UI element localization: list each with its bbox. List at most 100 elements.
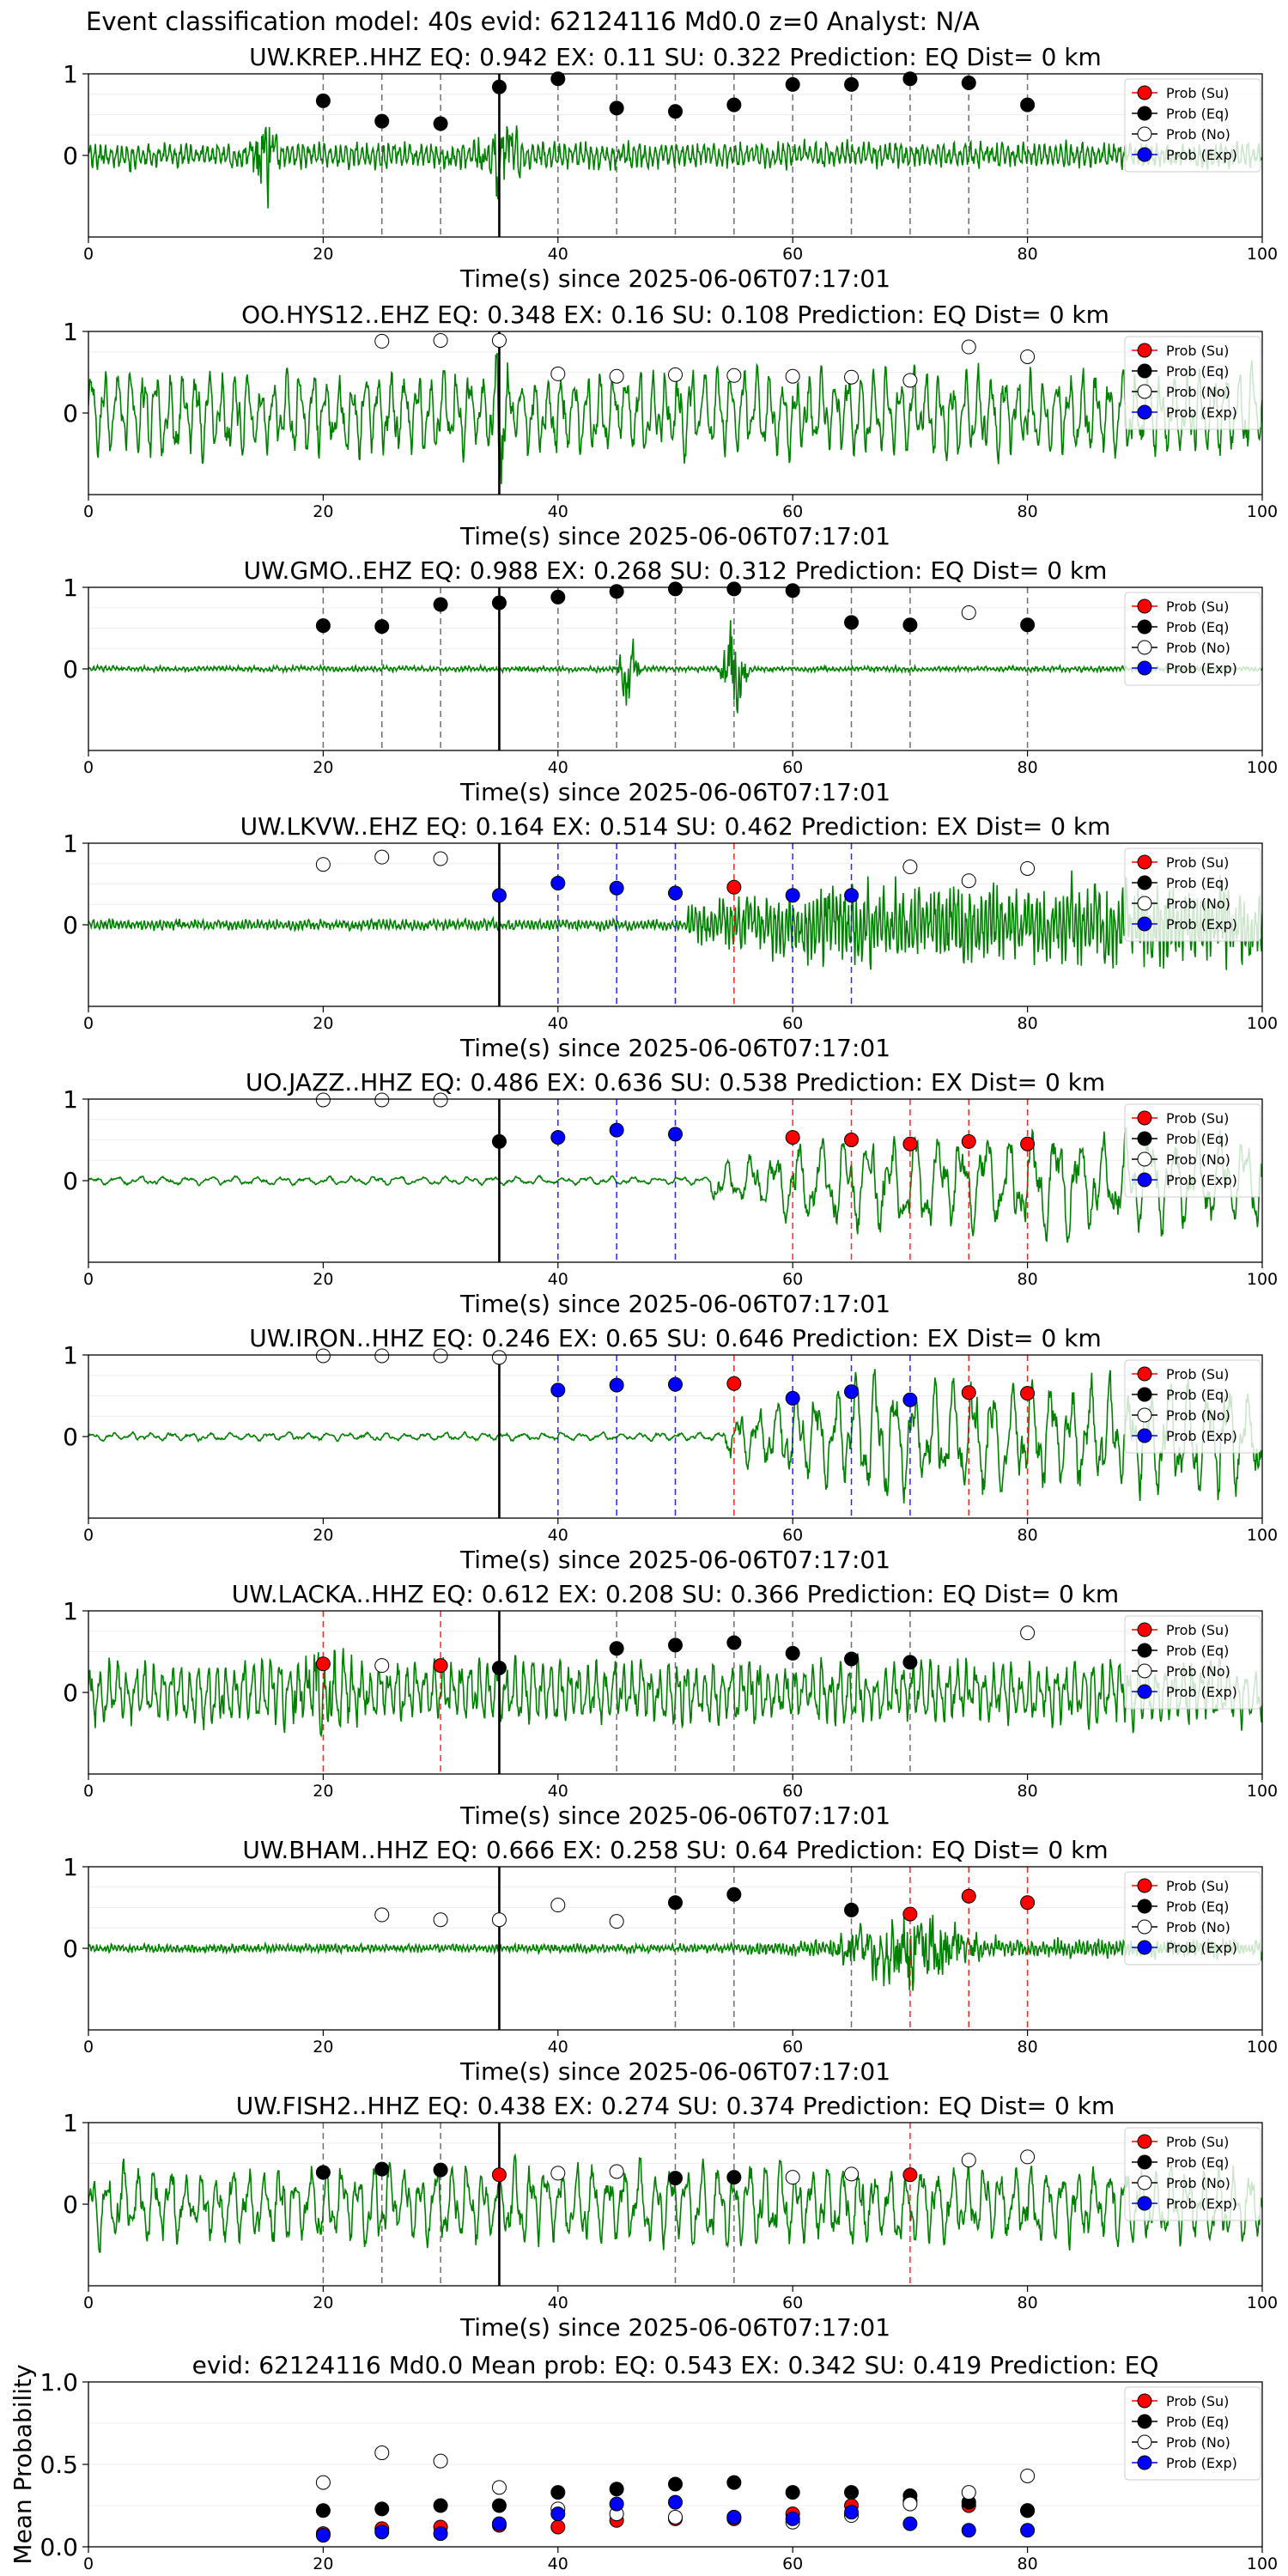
legend-label-no: Prob (No) bbox=[1166, 640, 1230, 656]
legend-marker-exp bbox=[1137, 1172, 1152, 1188]
prob-point-eq bbox=[315, 2165, 331, 2180]
x-tick-label: 60 bbox=[782, 1526, 803, 1545]
legend-marker-su bbox=[1137, 85, 1152, 100]
legend-box bbox=[1124, 848, 1261, 942]
panel-title: UW.LACKA..HHZ EQ: 0.612 EX: 0.208 SU: 0.… bbox=[232, 1580, 1119, 1608]
prob-point-no bbox=[491, 332, 507, 348]
mean-point-eq bbox=[785, 2485, 800, 2500]
legend-marker-no bbox=[1137, 896, 1152, 911]
mean-point-exp bbox=[961, 2523, 976, 2538]
prob-point-eq bbox=[902, 1655, 918, 1670]
legend-label-no: Prob (No) bbox=[1166, 2434, 1230, 2451]
mean-point-exp bbox=[315, 2528, 331, 2543]
x-tick-label: 40 bbox=[548, 2555, 568, 2573]
plot-area bbox=[88, 1611, 1262, 1774]
x-tick-label: 20 bbox=[313, 245, 333, 264]
prob-point-no bbox=[961, 873, 976, 889]
prob-point-eq bbox=[902, 71, 918, 87]
x-tick-label: 40 bbox=[548, 758, 568, 777]
x-tick-label: 0 bbox=[83, 1782, 94, 1801]
x-tick-label: 60 bbox=[782, 245, 803, 264]
x-tick-label: 20 bbox=[313, 758, 333, 777]
prob-point-no bbox=[491, 1350, 507, 1365]
legend-box bbox=[1124, 592, 1261, 686]
legend: Prob (Su) Prob (Eq) Prob (No) Prob (Exp) bbox=[1124, 1359, 1261, 1454]
legend-label-exp: Prob (Exp) bbox=[1166, 1684, 1237, 1700]
x-tick-label: 40 bbox=[548, 502, 568, 521]
legend-marker-su bbox=[1137, 1366, 1152, 1382]
prob-point-no bbox=[609, 1914, 624, 1929]
legend-label-eq: Prob (Eq) bbox=[1166, 1387, 1229, 1403]
legend: Prob (Su) Prob (Eq) Prob (No) Prob (Exp) bbox=[1124, 1615, 1261, 1710]
mean-point-exp bbox=[609, 2496, 624, 2512]
prob-point-no bbox=[433, 1912, 448, 1928]
x-tick-label: 0 bbox=[83, 245, 94, 264]
legend-marker-exp bbox=[1137, 660, 1152, 676]
prob-point-no bbox=[785, 2170, 800, 2185]
prob-point-no bbox=[374, 1907, 390, 1923]
legend-label-su: Prob (Su) bbox=[1166, 2393, 1229, 2409]
x-tick-label: 60 bbox=[782, 1270, 803, 1289]
x-tick-label: 100 bbox=[1247, 2555, 1278, 2573]
legend-marker-no bbox=[1137, 1151, 1152, 1167]
mean-point-eq bbox=[668, 2476, 683, 2492]
prob-point-eq bbox=[844, 76, 860, 92]
prob-point-eq bbox=[491, 1661, 507, 1675]
waveform-trace bbox=[88, 352, 1262, 484]
prob-point-no bbox=[315, 1348, 331, 1364]
y-tick-label: 1 bbox=[63, 1853, 78, 1881]
legend-label-eq: Prob (Eq) bbox=[1166, 1131, 1229, 1147]
x-tick-label: 100 bbox=[1247, 1526, 1278, 1545]
legend-marker-su bbox=[1137, 1878, 1152, 1893]
panel-title: UW.KREP..HHZ EQ: 0.942 EX: 0.11 SU: 0.32… bbox=[249, 43, 1102, 71]
x-tick-label: 40 bbox=[548, 1014, 568, 1033]
legend-marker-exp bbox=[1137, 916, 1152, 932]
legend-marker-su bbox=[1137, 343, 1152, 358]
x-tick-label: 80 bbox=[1018, 1782, 1038, 1801]
prob-point-no bbox=[961, 2153, 976, 2168]
prob-point-no bbox=[1020, 1625, 1036, 1641]
y-tick-label: 0.0 bbox=[39, 2533, 78, 2561]
legend: Prob (Su) Prob (Eq) Prob (No) Prob (Exp) bbox=[1124, 336, 1261, 430]
prob-point-no bbox=[1020, 860, 1036, 876]
x-axis-label: Time(s) since 2025-06-06T07:17:01 bbox=[459, 1546, 890, 1574]
plot-area bbox=[88, 1099, 1262, 1262]
y-tick-label: 0 bbox=[63, 399, 78, 428]
legend-label-su: Prob (Su) bbox=[1166, 854, 1229, 871]
legend-label-su: Prob (Su) bbox=[1166, 1110, 1229, 1127]
x-tick-label: 80 bbox=[1018, 2555, 1038, 2573]
mean-point-eq bbox=[491, 2498, 507, 2513]
legend-marker-eq bbox=[1137, 2154, 1152, 2170]
legend-marker-su bbox=[1137, 2393, 1152, 2409]
legend: Prob (Su) Prob (Eq) Prob (No) Prob (Exp) bbox=[1124, 1103, 1261, 1198]
prob-point-exp bbox=[668, 885, 683, 901]
x-tick-label: 100 bbox=[1247, 2293, 1278, 2312]
prob-point-su bbox=[433, 1658, 448, 1674]
x-tick-label: 0 bbox=[83, 2555, 94, 2573]
prob-point-su bbox=[902, 2167, 918, 2183]
prob-point-su bbox=[726, 1376, 742, 1391]
y-tick-label: 0 bbox=[63, 2190, 78, 2219]
legend-box bbox=[1124, 1871, 1261, 1965]
legend-label-no: Prob (No) bbox=[1166, 126, 1230, 143]
panel-title: UW.BHAM..HHZ EQ: 0.666 EX: 0.258 SU: 0.6… bbox=[242, 1836, 1108, 1864]
prob-point-no bbox=[374, 333, 390, 349]
station-panel-1: UW.KREP..HHZ EQ: 0.942 EX: 0.11 SU: 0.32… bbox=[63, 43, 1278, 293]
prob-point-eq bbox=[726, 1886, 742, 1902]
legend-label-su: Prob (Su) bbox=[1166, 598, 1229, 615]
prob-point-eq bbox=[668, 581, 683, 597]
legend-marker-exp bbox=[1137, 404, 1152, 420]
mean-point-no bbox=[433, 2453, 448, 2469]
prob-point-eq bbox=[785, 1645, 800, 1661]
mean-point-exp bbox=[785, 2511, 800, 2526]
legend-label-su: Prob (Su) bbox=[1166, 1366, 1229, 1382]
prob-point-exp bbox=[609, 1377, 624, 1393]
y-tick-label: 1 bbox=[63, 1085, 78, 1114]
legend-label-exp: Prob (Exp) bbox=[1166, 1428, 1237, 1444]
prob-point-eq bbox=[726, 2170, 742, 2185]
mean-point-no bbox=[961, 2485, 976, 2500]
legend-label-no: Prob (No) bbox=[1166, 1663, 1230, 1680]
legend-marker-su bbox=[1137, 1110, 1152, 1126]
prob-point-eq bbox=[315, 93, 331, 108]
